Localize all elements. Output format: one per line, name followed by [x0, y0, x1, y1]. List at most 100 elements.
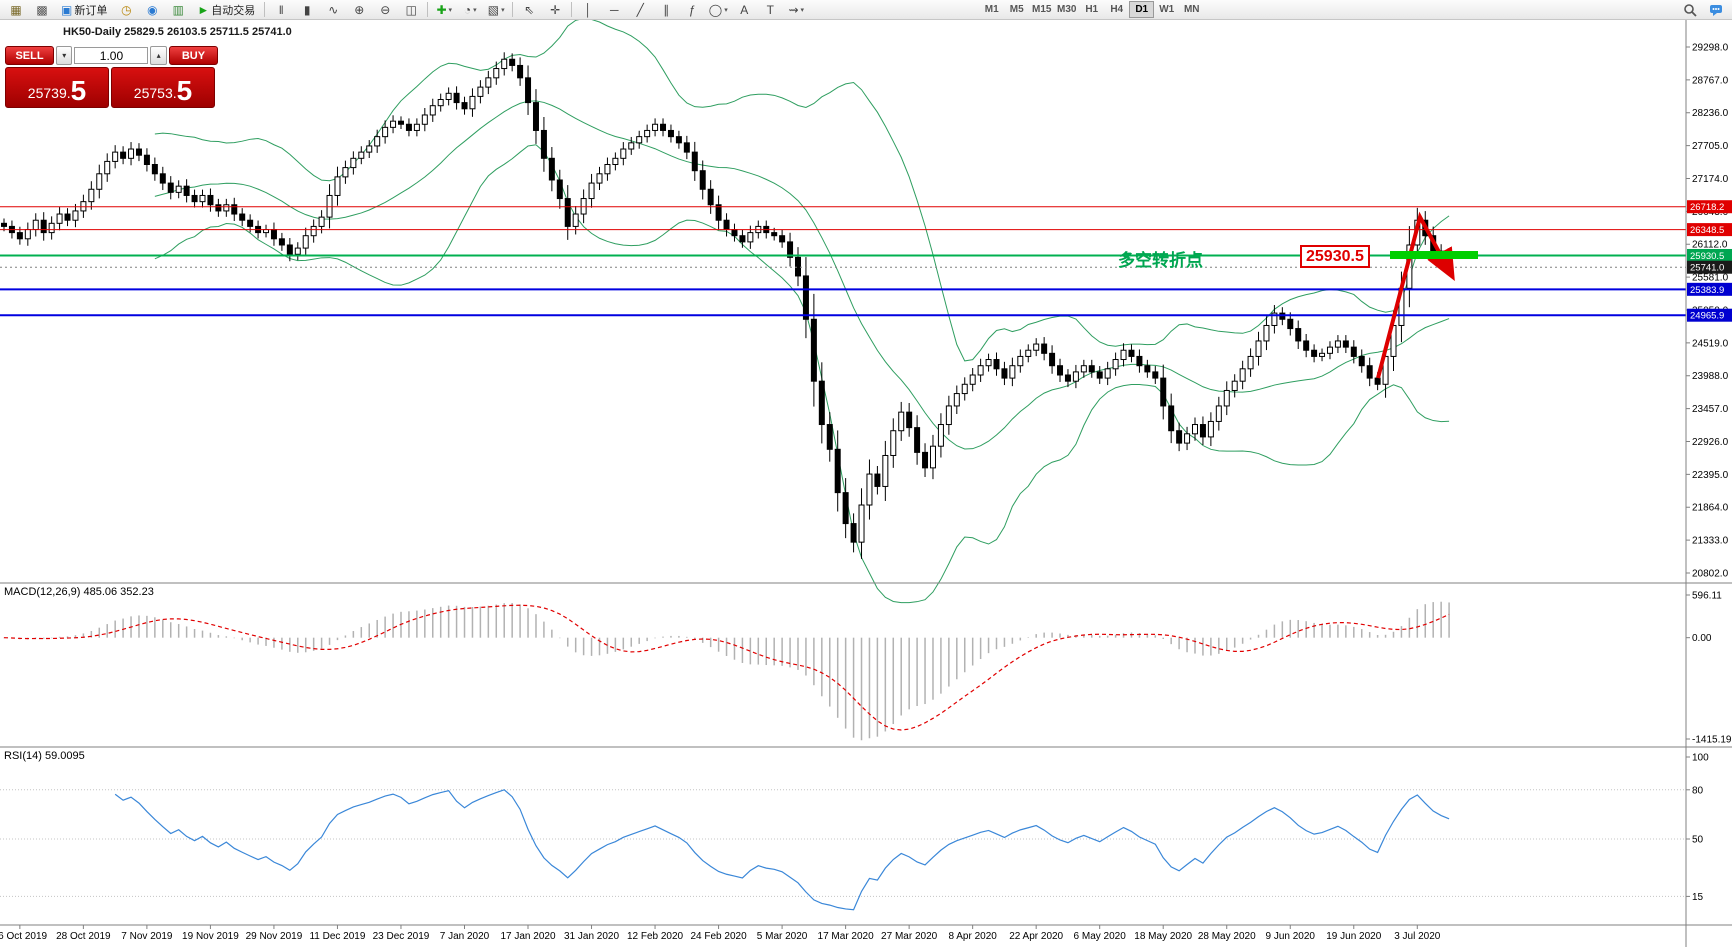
indicators-icon[interactable]: ✚ ▾: [431, 0, 457, 20]
svg-text:26718.2: 26718.2: [1690, 202, 1724, 213]
svg-text:5 Mar 2020: 5 Mar 2020: [757, 931, 808, 942]
svg-text:22395.0: 22395.0: [1692, 470, 1729, 481]
timeframe-m5[interactable]: M5: [1009, 4, 1024, 15]
one-click-price-row: 25739. 5 25753. 5: [5, 67, 218, 108]
cursor-icon: ⇖: [524, 2, 535, 17]
rsi-line: [114, 789, 1450, 911]
fibonacci-icon[interactable]: ƒ: [679, 0, 705, 20]
equidistant-channel-icon[interactable]: ∥: [653, 0, 679, 20]
turning-point-annotation[interactable]: 多空转折点: [1118, 251, 1203, 270]
chat-icon[interactable]: [1703, 0, 1729, 20]
text-label-icon[interactable]: T: [757, 0, 783, 20]
new-chart-icon[interactable]: ▦: [3, 0, 29, 20]
svg-text:19 Jun 2020: 19 Jun 2020: [1326, 931, 1381, 942]
bar-chart-icon[interactable]: ‖: [268, 0, 294, 20]
svg-text:18 May 2020: 18 May 2020: [1134, 931, 1192, 942]
trend-arrow-annotation[interactable]: [1376, 211, 1455, 379]
timeframe-mn[interactable]: MN: [1183, 4, 1200, 15]
tile-windows-icon[interactable]: ◫: [398, 0, 424, 20]
new-chart-icon: ▦: [10, 2, 22, 17]
sell-price-button[interactable]: 25739. 5: [5, 67, 109, 108]
fibonacci-icon: ƒ: [688, 2, 696, 17]
timeframe-w1[interactable]: W1: [1159, 4, 1175, 15]
vertical-line-icon[interactable]: │: [575, 0, 601, 20]
timeframe-d1[interactable]: D1: [1129, 1, 1155, 18]
svg-text:9 Jun 2020: 9 Jun 2020: [1266, 931, 1316, 942]
svg-text:19 Nov 2019: 19 Nov 2019: [182, 931, 239, 942]
timeframe-m1[interactable]: M1: [984, 4, 999, 15]
volume-increment-button[interactable]: ▴: [150, 46, 167, 65]
sell-button[interactable]: SELL: [5, 46, 55, 65]
buy-price-button[interactable]: 25753. 5: [111, 67, 215, 108]
macd-signal-line: [3, 604, 1450, 731]
arrows-icon[interactable]: ⇝ ▾: [783, 0, 809, 20]
svg-text:23 Dec 2019: 23 Dec 2019: [373, 931, 430, 942]
zoom-in-icon[interactable]: ⊕: [346, 0, 372, 20]
candlestick-chart-icon[interactable]: ▮: [294, 0, 320, 20]
trendline-icon[interactable]: ╱: [627, 0, 653, 20]
shapes-icon: ◯: [708, 2, 723, 17]
volume-decrement-button[interactable]: ▾: [56, 46, 73, 65]
periods-icon: ◔: [463, 2, 472, 17]
zoom-out-icon[interactable]: ⊖: [372, 0, 398, 20]
chat-icon: [1710, 4, 1722, 16]
svg-text:20802.0: 20802.0: [1692, 568, 1729, 579]
crosshair-icon[interactable]: ✛: [542, 0, 568, 20]
buy-button[interactable]: BUY: [168, 46, 218, 65]
svg-text:80: 80: [1692, 785, 1704, 796]
svg-text:25581.0: 25581.0: [1692, 273, 1729, 284]
rsi-panel: [0, 789, 1686, 911]
candlesticks: [1, 52, 1453, 559]
timeframe-h1[interactable]: H1: [1085, 4, 1099, 15]
svg-text:17 Jan 2020: 17 Jan 2020: [500, 931, 555, 942]
buy-price-big-digit: 5: [176, 75, 193, 107]
horizontal-line-icon[interactable]: ─: [601, 0, 627, 20]
shapes-icon[interactable]: ◯ ▾: [705, 0, 731, 20]
timeframe-m30[interactable]: M30: [1057, 4, 1077, 15]
line-chart-icon[interactable]: ∿: [320, 0, 346, 20]
level-price-annotation[interactable]: 25930.5: [1300, 245, 1370, 268]
new-order-button: ▣: [61, 2, 73, 17]
templates-icon[interactable]: ▧ ▾: [483, 0, 509, 20]
zoom-in-icon: ⊕: [354, 2, 365, 17]
history-center-icon[interactable]: ◷: [113, 0, 139, 20]
cursor-icon[interactable]: ⇖: [516, 0, 542, 20]
macd-indicator-label: MACD(12,26,9) 485.06 352.23: [4, 586, 154, 598]
indicators-icon: ✚: [436, 2, 447, 17]
autotrading-button[interactable]: ► 自动交易: [191, 0, 261, 20]
svg-text:6 May 2020: 6 May 2020: [1074, 931, 1127, 942]
chart-profiles-icon[interactable]: ▩: [29, 0, 55, 20]
price-axis: 29298.028767.028236.027705.027174.026643…: [1686, 43, 1732, 903]
search-icon[interactable]: [1677, 0, 1703, 20]
svg-text:7 Jan 2020: 7 Jan 2020: [440, 931, 490, 942]
arrows-icon: ⇝: [788, 2, 799, 17]
equidistant-channel-icon: ∥: [663, 2, 670, 17]
toolbar-separator: [571, 2, 573, 17]
volume-input[interactable]: [74, 47, 149, 64]
chart-area[interactable]: 29298.028767.028236.027705.027174.026643…: [0, 20, 1732, 947]
svg-text:26112.0: 26112.0: [1692, 240, 1728, 251]
new-order-button[interactable]: ▣ 新订单: [55, 0, 113, 20]
timeframe-h4[interactable]: H4: [1110, 4, 1124, 15]
periods-icon[interactable]: ◔ ▾: [457, 0, 483, 20]
svg-text:24519.0: 24519.0: [1692, 338, 1729, 349]
support-zone-annotation[interactable]: [1390, 251, 1478, 260]
svg-text:25930.5: 25930.5: [1690, 251, 1724, 262]
svg-text:26348.5: 26348.5: [1690, 225, 1724, 236]
svg-text:29 Nov 2019: 29 Nov 2019: [246, 931, 303, 942]
one-click-top-row: SELL ▾ ▴ BUY: [5, 46, 218, 65]
axis-frame: [0, 20, 1732, 947]
text-icon[interactable]: A: [731, 0, 757, 20]
svg-text:27174.0: 27174.0: [1692, 174, 1729, 185]
toolbar-gap: [809, 9, 979, 10]
chart-canvas[interactable]: 29298.028767.028236.027705.027174.026643…: [0, 20, 1732, 947]
timeframe-m15[interactable]: M15: [1032, 4, 1052, 15]
zoom-out-icon: ⊖: [380, 2, 391, 17]
tile-windows-icon: ◫: [405, 2, 417, 17]
buy-price-main: 25753.: [133, 85, 177, 101]
market-watch-icon: ◉: [147, 2, 158, 17]
navigator-icon[interactable]: ▥: [165, 0, 191, 20]
trendline-icon: ╱: [636, 2, 644, 17]
market-watch-icon[interactable]: ◉: [139, 0, 165, 20]
